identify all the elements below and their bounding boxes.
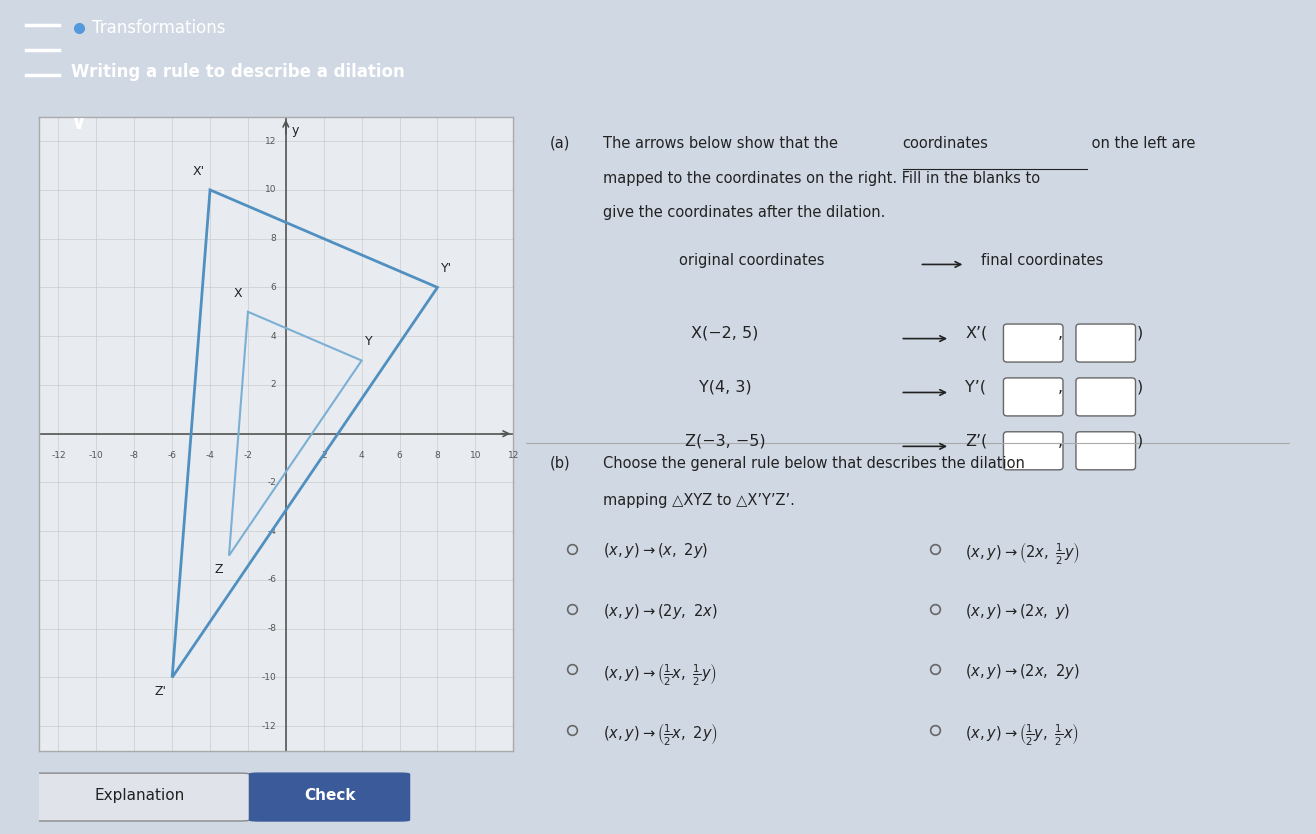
Text: -4: -4 <box>205 450 215 460</box>
Text: $(x, y) \rightarrow (x,\ 2y)$: $(x, y) \rightarrow (x,\ 2y)$ <box>603 541 708 560</box>
Text: $(x, y) \rightarrow \left(\frac{1}{2}x,\ \frac{1}{2}y\right)$: $(x, y) \rightarrow \left(\frac{1}{2}x,\… <box>603 662 717 688</box>
Text: X: X <box>234 287 242 299</box>
Text: Z’(: Z’( <box>966 434 987 449</box>
Text: Writing a rule to describe a dilation: Writing a rule to describe a dilation <box>71 63 405 81</box>
Text: final coordinates: final coordinates <box>980 253 1103 268</box>
Text: 4: 4 <box>271 332 276 340</box>
Text: 12: 12 <box>508 450 519 460</box>
Text: -2: -2 <box>267 478 276 487</box>
Text: Check: Check <box>304 788 355 803</box>
Text: 8: 8 <box>271 234 276 244</box>
Text: $(x, y) \rightarrow \left(2x,\ \frac{1}{2}y\right)$: $(x, y) \rightarrow \left(2x,\ \frac{1}{… <box>966 541 1080 567</box>
FancyBboxPatch shape <box>250 773 409 821</box>
Text: give the coordinates after the dilation.: give the coordinates after the dilation. <box>603 205 886 220</box>
Text: -2: -2 <box>243 450 253 460</box>
Text: -10: -10 <box>89 450 104 460</box>
Text: ): ) <box>1137 326 1144 341</box>
Text: Z: Z <box>215 563 224 576</box>
Text: Y': Y' <box>441 262 453 275</box>
Text: $(x, y) \rightarrow (2x,\ 2y)$: $(x, y) \rightarrow (2x,\ 2y)$ <box>966 662 1079 681</box>
Text: X': X' <box>192 164 204 178</box>
FancyBboxPatch shape <box>1004 378 1063 416</box>
Text: -10: -10 <box>262 673 276 682</box>
Text: Y’(: Y’( <box>966 379 986 394</box>
Text: original coordinates: original coordinates <box>679 253 825 268</box>
Text: mapped to the coordinates on the right. Fill in the blanks to: mapped to the coordinates on the right. … <box>603 171 1040 186</box>
FancyBboxPatch shape <box>1004 432 1063 470</box>
Text: 10: 10 <box>470 450 482 460</box>
Text: ): ) <box>1137 379 1144 394</box>
Text: $(x, y) \rightarrow \left(\frac{1}{2}x,\ 2y\right)$: $(x, y) \rightarrow \left(\frac{1}{2}x,\… <box>603 722 717 748</box>
Text: Transformations: Transformations <box>92 19 225 37</box>
FancyBboxPatch shape <box>1076 324 1136 362</box>
Text: 8: 8 <box>434 450 441 460</box>
Text: -8: -8 <box>267 624 276 633</box>
Text: Z(−3, −5): Z(−3, −5) <box>684 434 765 449</box>
Text: $(x, y) \rightarrow (2x,\ y)$: $(x, y) \rightarrow (2x,\ y)$ <box>966 601 1070 620</box>
Text: X(−2, 5): X(−2, 5) <box>691 326 758 341</box>
Text: 10: 10 <box>265 185 276 194</box>
Text: Z': Z' <box>154 685 166 698</box>
FancyBboxPatch shape <box>1076 378 1136 416</box>
Text: ∨: ∨ <box>70 114 86 133</box>
Text: ,: , <box>1058 326 1063 341</box>
Text: -8: -8 <box>130 450 138 460</box>
Text: The arrows below show that the: The arrows below show that the <box>603 136 842 151</box>
Text: Explanation: Explanation <box>95 788 184 803</box>
Text: 2: 2 <box>271 380 276 389</box>
Text: mapping △XYZ to △X’Y’Z’.: mapping △XYZ to △X’Y’Z’. <box>603 493 795 508</box>
Text: 6: 6 <box>271 283 276 292</box>
Text: -12: -12 <box>51 450 66 460</box>
FancyBboxPatch shape <box>29 773 250 821</box>
Text: Y: Y <box>366 335 372 349</box>
Text: ): ) <box>1137 434 1144 449</box>
Text: 4: 4 <box>359 450 365 460</box>
Text: -6: -6 <box>167 450 176 460</box>
Text: -6: -6 <box>267 575 276 585</box>
Text: Y(4, 3): Y(4, 3) <box>699 379 751 394</box>
Text: -4: -4 <box>267 527 276 535</box>
Text: 6: 6 <box>396 450 403 460</box>
Text: 12: 12 <box>265 137 276 146</box>
Text: 2: 2 <box>321 450 326 460</box>
Text: $(x, y) \rightarrow (2y,\ 2x)$: $(x, y) \rightarrow (2y,\ 2x)$ <box>603 601 717 620</box>
Text: ,: , <box>1058 434 1063 449</box>
Text: ,: , <box>1058 379 1063 394</box>
FancyBboxPatch shape <box>1004 324 1063 362</box>
Text: $(x, y) \rightarrow \left(\frac{1}{2}y,\ \frac{1}{2}x\right)$: $(x, y) \rightarrow \left(\frac{1}{2}y,\… <box>966 722 1079 748</box>
Text: on the left are: on the left are <box>1087 136 1196 151</box>
FancyBboxPatch shape <box>1076 432 1136 470</box>
Text: y: y <box>292 124 299 137</box>
Text: -12: -12 <box>262 721 276 731</box>
Text: (a): (a) <box>549 136 570 151</box>
Text: coordinates: coordinates <box>903 136 988 151</box>
Text: X’(: X’( <box>966 326 987 341</box>
Text: (b): (b) <box>549 456 570 471</box>
Text: Choose the general rule below that describes the dilation: Choose the general rule below that descr… <box>603 456 1025 471</box>
